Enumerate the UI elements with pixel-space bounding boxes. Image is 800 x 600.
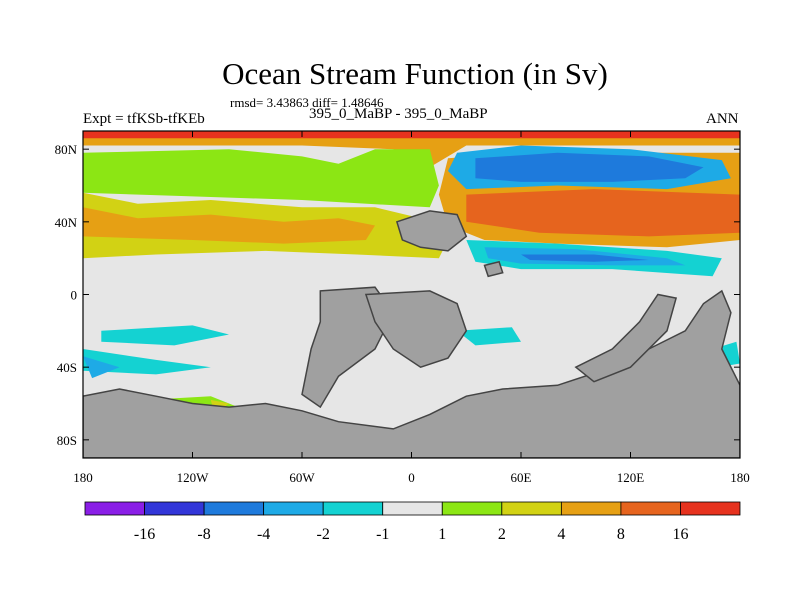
x-tick-label: 180: [730, 470, 750, 485]
region-australia-like-block: [574, 293, 678, 383]
colorbar-label: 8: [617, 526, 625, 543]
colorbar-box-10: [680, 501, 741, 516]
y-tick-label: 0: [71, 288, 78, 303]
region-south-pacific-blue: [83, 356, 120, 379]
colorbar-label: -2: [317, 526, 330, 543]
x-tick-label: 180: [73, 470, 93, 485]
chart-title: Ocean Stream Function (in Sv): [222, 56, 608, 91]
region-east-island: [483, 260, 504, 278]
colorbar-label: -16: [134, 526, 155, 543]
colorbar-box-6: [441, 501, 503, 516]
center-label: 395_0_MaBP - 395_0_MaBP: [309, 106, 488, 122]
x-tick-label: 60E: [511, 470, 532, 485]
x-tick-label: 60W: [289, 470, 315, 485]
y-tick-label: 40N: [55, 215, 78, 230]
colorbar-box-7: [501, 501, 562, 516]
region-tropical-blue-core: [521, 254, 649, 262]
colorbar-label: 1: [438, 526, 446, 543]
colorbar-box-5: [382, 501, 443, 516]
right-label: ANN: [706, 111, 739, 127]
y-tick-label: 80N: [55, 142, 78, 157]
colorbar-label: -8: [197, 526, 210, 543]
y-tick-label: 80S: [57, 433, 77, 448]
colorbar-box-9: [620, 501, 681, 516]
region-atlantic-deep-orange: [466, 189, 740, 237]
colorbar-box-0: [84, 501, 145, 516]
y-tick-label: 40S: [57, 360, 77, 375]
x-tick-label: 0: [408, 470, 415, 485]
x-tick-label: 120W: [177, 470, 210, 485]
x-tick-label: 120E: [617, 470, 645, 485]
region-indian-cyan: [457, 327, 521, 346]
region-north-blue-core: [475, 152, 704, 182]
colorbar-label: 16: [672, 526, 688, 543]
region-africa-like-block: [364, 290, 468, 369]
region-north-pacific-orange: [83, 207, 375, 244]
region-north-small-continent: [395, 210, 468, 252]
region-south-continent: [83, 289, 740, 458]
colorbar-label: 2: [498, 526, 506, 543]
region-nw-light-green: [83, 149, 439, 208]
colorbar-box-4: [322, 501, 384, 516]
colorbar-label: -1: [376, 526, 389, 543]
colorbar-label: 4: [557, 526, 565, 543]
region-west-pacific-cyan: [101, 325, 229, 346]
colorbar-box-2: [203, 501, 265, 516]
left-label: Expt = tfKSb-tfKEb: [83, 111, 205, 127]
chart-subtitle: rmsd= 3.43863 diff= 1.48646: [230, 95, 384, 110]
colorbar-box-8: [560, 501, 622, 516]
region-far-north-orange: [83, 131, 740, 168]
field-layer: [83, 131, 740, 458]
colorbar-label: -4: [257, 526, 270, 543]
colorbar-box-1: [144, 501, 205, 516]
colorbar-box-3: [263, 501, 324, 516]
